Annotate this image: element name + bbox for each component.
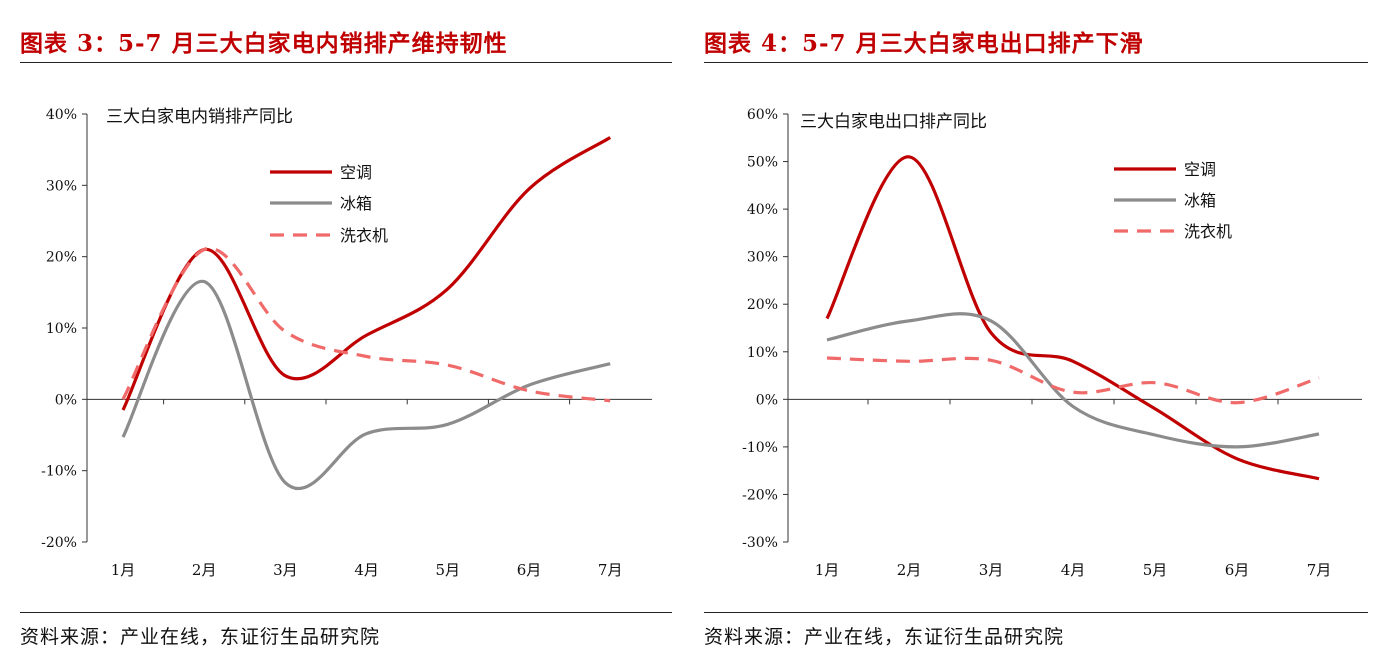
legend-label-washer: 洗衣机 <box>1184 222 1232 241</box>
series-line-ac <box>825 155 1320 481</box>
x-tick-label: 3月 <box>979 561 1004 579</box>
y-tick-label: 20% <box>46 250 77 266</box>
title-rule-right <box>704 62 1368 63</box>
right-panel: 图表 4：5-7 月三大白家电出口排产下滑 -30% -20% -10% 0% 10% 2… <box>704 0 1368 666</box>
y-tick-label: 40% <box>747 202 778 218</box>
y-tick-label: 0% <box>55 392 77 408</box>
series-line-fridge <box>826 312 1320 449</box>
domestic-production-chart: -20% -10% 0% 10% 20% 30% 40% 1月 2月 3月 4月 5月 6月 7月 三大白家… <box>41 107 652 579</box>
source-rule-right <box>704 612 1368 613</box>
series-line-washer <box>826 356 1320 405</box>
y-tick-label: -20% <box>41 535 77 551</box>
series-line-fridge <box>121 279 611 491</box>
y-tick-label: 0% <box>756 392 778 408</box>
x-tick-label: 2月 <box>192 561 217 579</box>
y-tick-label: 10% <box>46 321 77 337</box>
chart-title-right: 图表 4：5-7 月三大白家电出口排产下滑 <box>704 30 1144 57</box>
y-tick-label: -10% <box>742 440 778 456</box>
y-tick-label: 60% <box>747 107 778 123</box>
y-tick-label: 40% <box>46 107 77 123</box>
y-tick-label: -10% <box>41 464 77 480</box>
source-note-right: 资料来源：产业在线，东证衍生品研究院 <box>704 626 1065 648</box>
y-tick-label: 20% <box>747 297 778 313</box>
chart-title-left: 图表 3：5-7 月三大白家电内销排产维持韧性 <box>20 30 508 57</box>
series-line-washer <box>121 246 611 403</box>
legend-label-ac: 空调 <box>1184 160 1216 179</box>
y-tick-label: 50% <box>747 155 778 171</box>
x-tick-label: 7月 <box>1307 561 1332 579</box>
x-tick-label: 1月 <box>111 561 136 579</box>
x-tick-label: 2月 <box>897 561 922 579</box>
x-tick-label: 5月 <box>1143 561 1168 579</box>
left-panel: 图表 3：5-7 月三大白家电内销排产维持韧性 -20% -10% 0% 10% 20%… <box>20 0 672 666</box>
y-tick-label: -30% <box>742 535 778 551</box>
legend-label-ac: 空调 <box>340 163 372 182</box>
y-tick-label: 10% <box>747 345 778 361</box>
legend-label-fridge: 冰箱 <box>340 194 372 213</box>
y-tick-label: 30% <box>747 250 778 266</box>
x-tick-label: 6月 <box>517 561 542 579</box>
legend-label-fridge: 冰箱 <box>1184 191 1216 210</box>
x-tick-label: 4月 <box>354 561 379 579</box>
x-tick-label: 4月 <box>1061 561 1086 579</box>
x-tick-label: 3月 <box>273 561 298 579</box>
title-rule-left <box>20 62 672 63</box>
legend-label-washer: 洗衣机 <box>340 226 388 245</box>
x-tick-label: 5月 <box>436 561 461 579</box>
source-rule-left <box>20 612 672 613</box>
chart-inner-title: 三大白家电出口排产同比 <box>800 112 987 132</box>
source-note-left: 资料来源：产业在线，东证衍生品研究院 <box>20 626 381 648</box>
chart-inner-title: 三大白家电内销排产同比 <box>106 107 293 127</box>
x-tick-label: 6月 <box>1225 561 1250 579</box>
y-tick-label: -20% <box>742 487 778 503</box>
y-tick-label: 30% <box>46 178 77 194</box>
export-production-chart: -30% -20% -10% 0% 10% 20% 30% 40% 50% 60% 1月 2月 3月 4月… <box>742 107 1362 579</box>
x-tick-label: 7月 <box>598 561 623 579</box>
x-tick-label: 1月 <box>815 561 840 579</box>
